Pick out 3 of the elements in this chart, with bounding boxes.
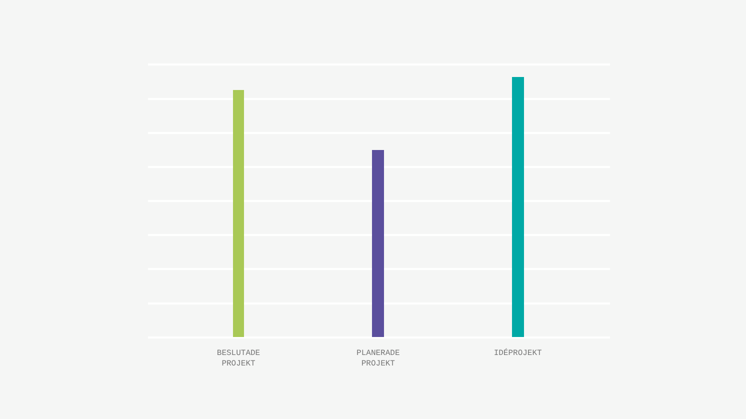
x-tick-label: PLANERADE PROJEKT xyxy=(356,349,400,368)
x-tick-label: IDÉPROJEKT xyxy=(494,348,542,358)
x-tick-label: BESLUTADE PROJEKT xyxy=(216,349,260,368)
